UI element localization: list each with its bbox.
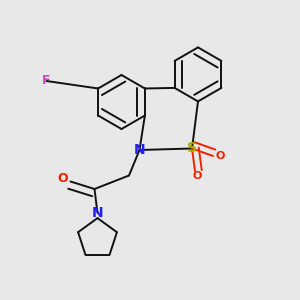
Text: F: F [42, 74, 51, 88]
Text: O: O [216, 151, 225, 161]
Text: N: N [92, 206, 103, 220]
Text: O: O [193, 171, 202, 182]
Text: O: O [58, 172, 68, 185]
Text: N: N [134, 143, 145, 157]
Text: S: S [187, 142, 197, 155]
